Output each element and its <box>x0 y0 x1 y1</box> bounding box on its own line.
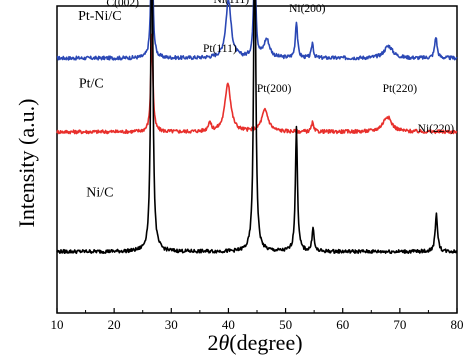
series-label-2: Pt/C <box>79 76 104 91</box>
x-tick-label: 30 <box>165 317 178 332</box>
peak-label-3: Pt(200) <box>257 83 292 95</box>
peak-label-5: Ni(111) <box>214 0 250 6</box>
x-tick-label: 50 <box>279 317 292 332</box>
peak-label-4: Pt(220) <box>383 83 418 95</box>
x-tick-label: 40 <box>222 317 235 332</box>
series-label-3: Ni/C <box>86 185 113 200</box>
peak-label-7: Ni(220) <box>418 123 455 135</box>
x-axis-title: 2θ(degree) <box>207 330 302 355</box>
x-axis-title-suffix: (degree) <box>229 330 302 355</box>
x-tick-label: 80 <box>451 317 464 332</box>
series-line-3 <box>56 0 458 255</box>
x-axis-title-theta: θ <box>218 330 229 355</box>
series-line-1 <box>56 0 458 61</box>
x-axis-title-prefix: 2 <box>207 330 218 355</box>
series-label-1: Pt-Ni/C <box>78 9 122 24</box>
peak-label-6: Ni(200) <box>289 3 326 15</box>
peak-label-1: C(002) <box>106 0 139 9</box>
y-axis-title: Intensity (a.u.) <box>14 99 39 228</box>
x-tick-label: 60 <box>336 317 349 332</box>
tick-layer: 10 20 30 40 50 60 70 80 <box>51 308 464 332</box>
series-layer <box>56 0 458 255</box>
x-tick-label: 70 <box>393 317 406 332</box>
annotation-layer: Pt-Ni/C Pt/C Ni/C C(002) Pt(111) Pt(200) Pt(22… <box>78 0 454 200</box>
peak-label-2: Pt(111) <box>203 43 237 55</box>
x-tick-label: 10 <box>51 317 64 332</box>
x-tick-label: 20 <box>108 317 121 332</box>
